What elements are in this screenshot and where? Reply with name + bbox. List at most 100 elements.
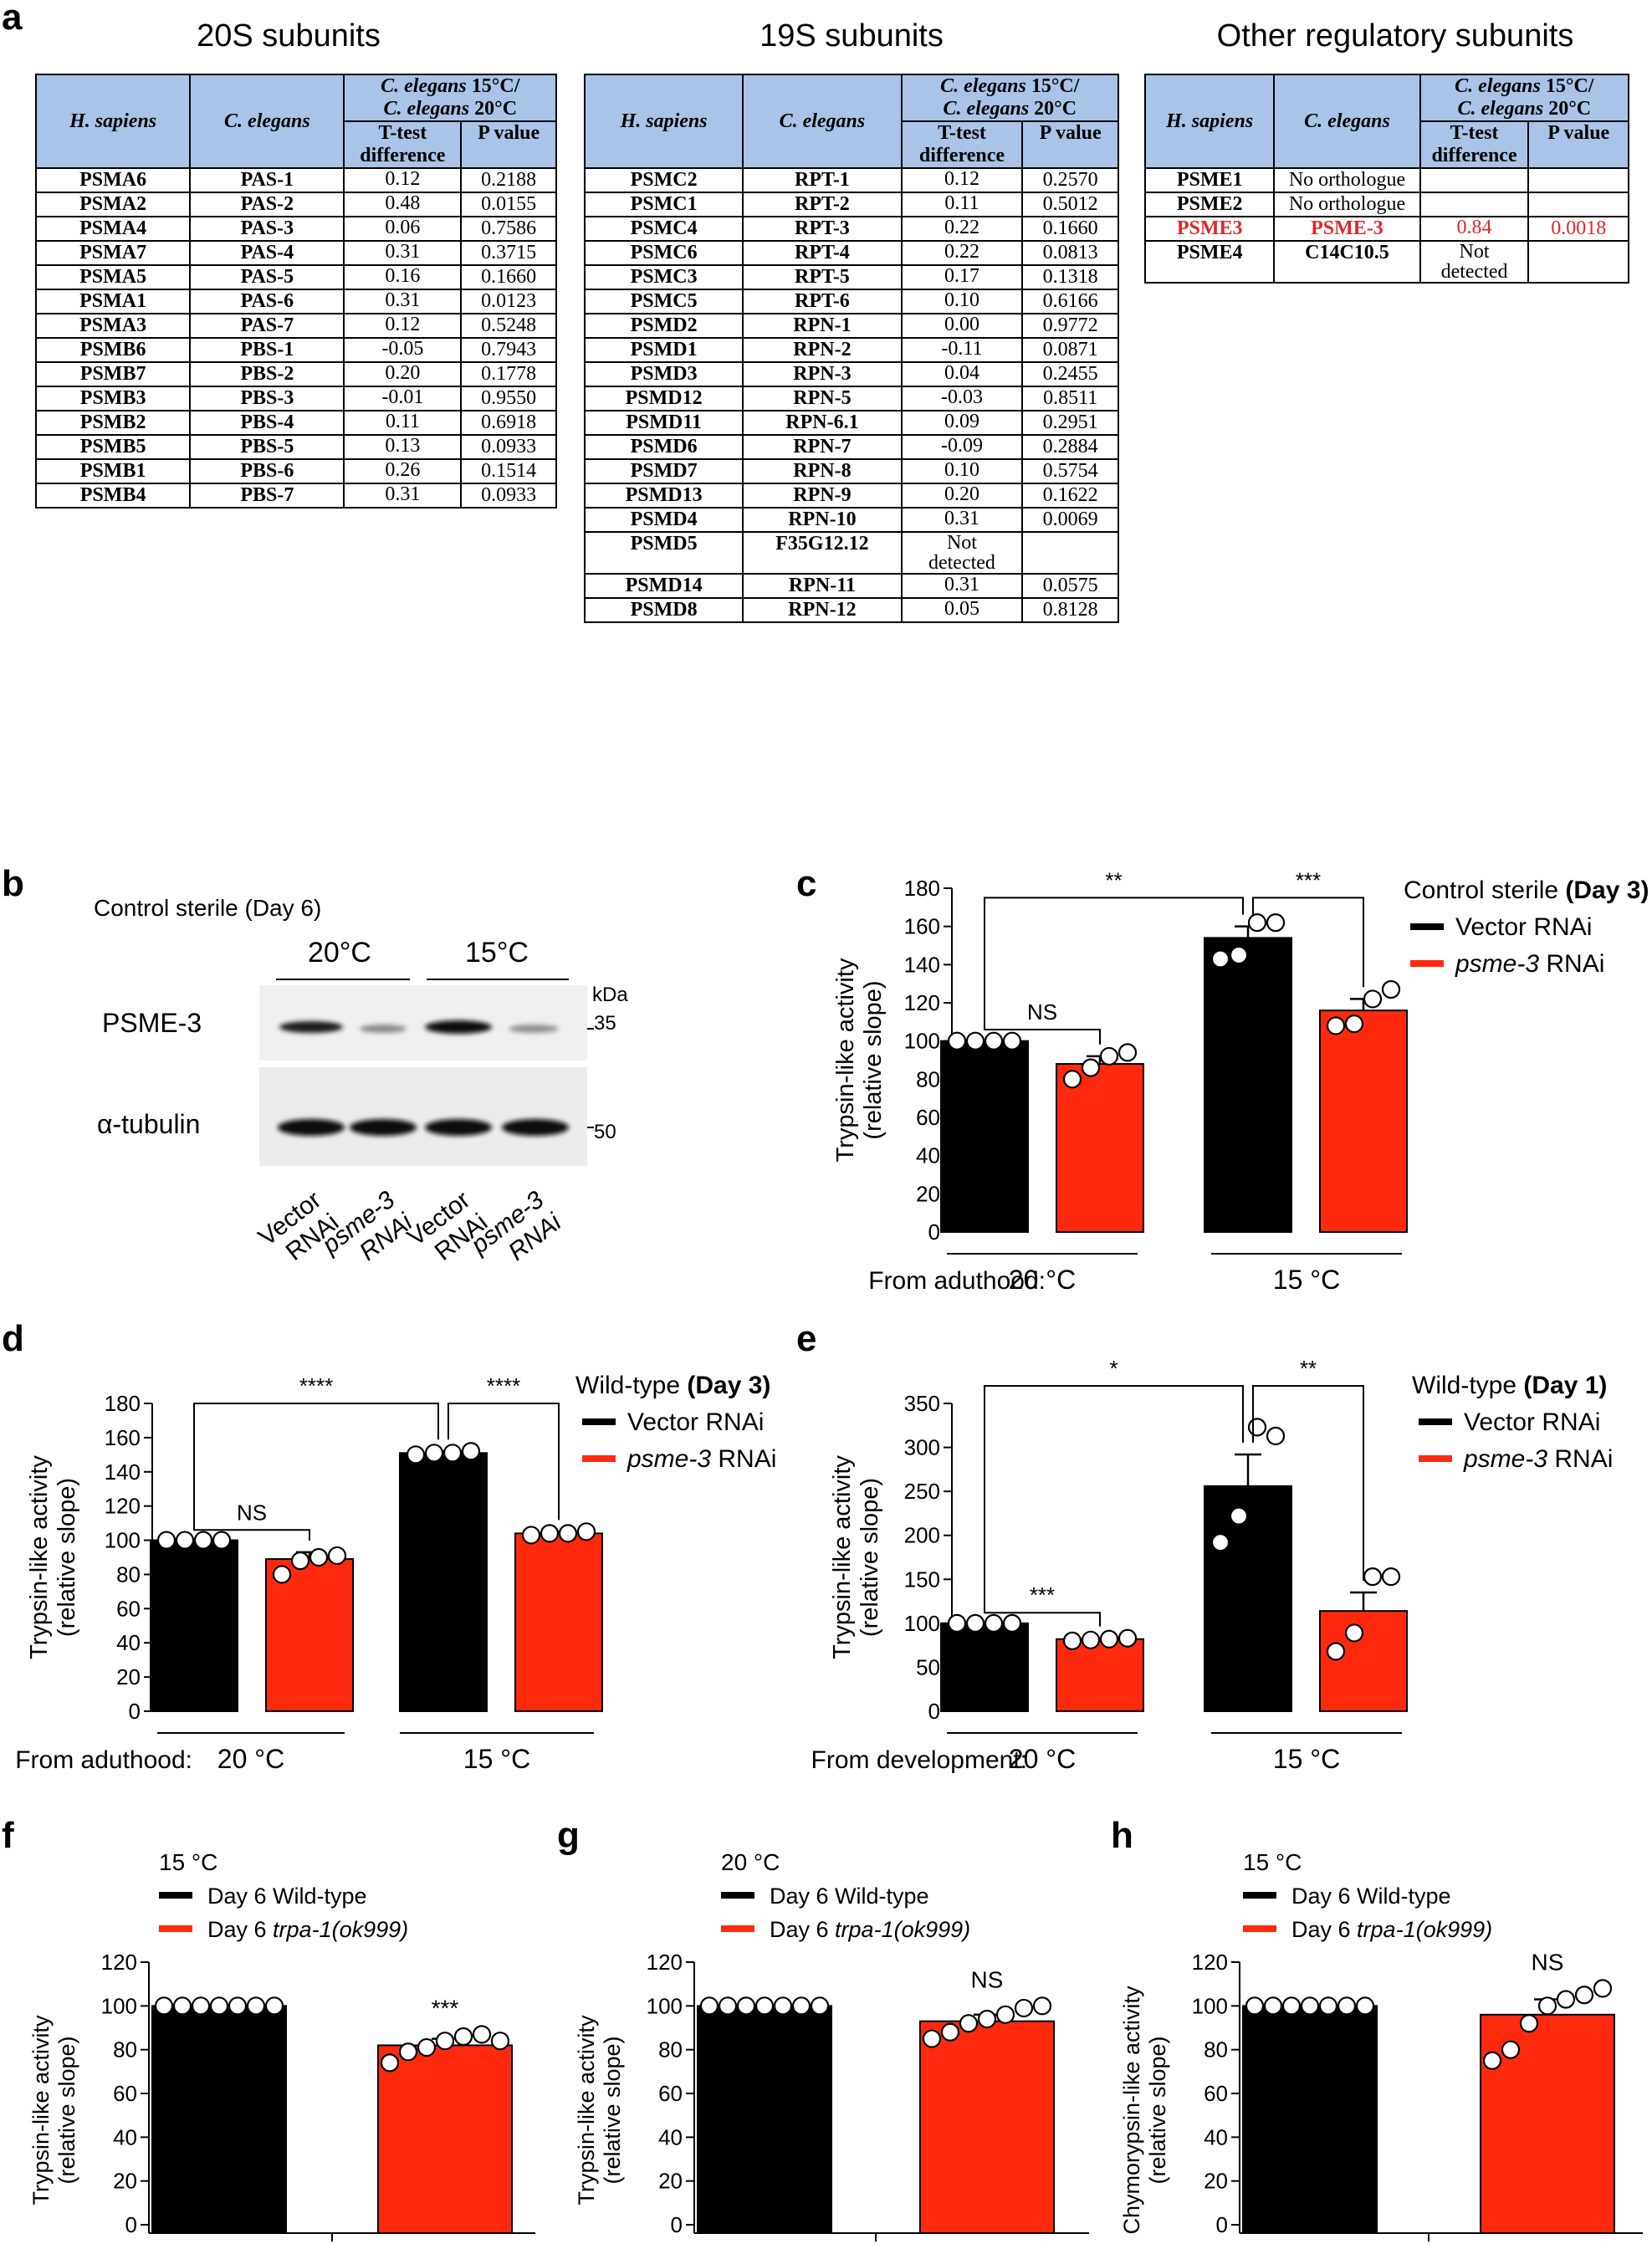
y-tick-label: 60 bbox=[658, 2081, 683, 2106]
cell-ce: PBS-1 bbox=[189, 337, 345, 363]
cell-pvalue: 0.0933 bbox=[460, 434, 557, 460]
y-tick-label: 60 bbox=[116, 1596, 141, 1621]
data-point bbox=[1326, 1642, 1346, 1661]
cell-pvalue: 0.0813 bbox=[1021, 240, 1119, 266]
data-point bbox=[940, 2022, 960, 2042]
cell-ce: RPT-3 bbox=[742, 216, 903, 242]
y-tick-label: 50 bbox=[916, 1654, 940, 1679]
data-point bbox=[1381, 1567, 1401, 1587]
data-point bbox=[1337, 1996, 1357, 2016]
th-hs: H. sapiens bbox=[583, 74, 744, 169]
y-tick-label: 0 bbox=[129, 1699, 141, 1724]
y-tick-label: 0 bbox=[671, 2212, 683, 2237]
cell-ttest: 0.12 bbox=[343, 313, 463, 339]
panel-letter-d: d bbox=[2, 1318, 24, 1359]
th-ce: C. elegans bbox=[1273, 74, 1421, 169]
th-pvalue: P value bbox=[1021, 120, 1119, 169]
cell-ttest: -0.09 bbox=[900, 434, 1024, 460]
cell-ttest: 0.22 bbox=[900, 240, 1024, 266]
chart-title: 15 °C bbox=[1243, 1849, 1302, 1875]
y-tick-label: 20 bbox=[658, 2169, 683, 2194]
cell-ttest: 0.05 bbox=[900, 597, 1024, 623]
data-point bbox=[521, 1526, 541, 1545]
cell-pvalue: 0.0123 bbox=[460, 289, 557, 314]
significance-label: **** bbox=[299, 1373, 333, 1398]
y-tick-label: 140 bbox=[904, 952, 940, 977]
bar bbox=[1242, 2005, 1378, 2234]
th-ttest: T-test difference bbox=[343, 120, 463, 169]
cell-ce: No orthologue bbox=[1273, 167, 1421, 193]
data-point bbox=[461, 1442, 481, 1461]
data-point bbox=[453, 2027, 473, 2047]
cell-ttest: 0.10 bbox=[900, 458, 1024, 484]
cell-ce: RPN-7 bbox=[742, 434, 903, 460]
cell-pvalue bbox=[1527, 192, 1629, 217]
data-point bbox=[947, 1613, 967, 1633]
chart-e: 0 50 100 150 200 250 300 350 Trypsin-like activi… bbox=[811, 1356, 1614, 1774]
significance-label: ** bbox=[1300, 1356, 1317, 1381]
table-row: PSMD8 RPN-12 0.05 0.8128 bbox=[583, 597, 1119, 623]
data-point bbox=[327, 1546, 347, 1566]
panel-letter-g: g bbox=[557, 1815, 580, 1856]
table-row: PSMC2 RPT-1 0.12 0.2570 bbox=[583, 167, 1119, 193]
cell-ce: RPN-11 bbox=[742, 573, 903, 599]
data-point bbox=[1318, 1996, 1338, 2016]
cell-hs: PSMB2 bbox=[34, 410, 192, 436]
table-row: PSMD6 RPN-7 -0.09 0.2884 bbox=[583, 434, 1119, 460]
cell-ce: PAS-7 bbox=[189, 313, 345, 339]
y-tick-label: 80 bbox=[1204, 2037, 1228, 2063]
data-point bbox=[810, 1996, 830, 2016]
cell-hs: PSMD12 bbox=[583, 386, 744, 411]
data-point bbox=[154, 1996, 174, 2016]
cell-pvalue: 0.8511 bbox=[1021, 386, 1119, 411]
cell-ttest: 0.31 bbox=[343, 483, 463, 509]
cell-hs: PSMB3 bbox=[34, 386, 192, 411]
cell-ce: RPN-8 bbox=[742, 458, 903, 484]
data-point bbox=[1344, 1015, 1364, 1034]
y-tick-label: 140 bbox=[105, 1459, 141, 1485]
group-prefix: From aduthood: bbox=[868, 1267, 1046, 1295]
cell-hs: PSMC1 bbox=[583, 192, 744, 217]
cell-hs: PSMD5 bbox=[583, 531, 744, 575]
significance-bracket bbox=[448, 1403, 560, 1521]
cell-pvalue: 0.2884 bbox=[1021, 434, 1119, 460]
y-tick-label: 100 bbox=[904, 1611, 940, 1636]
table-row: PSMA7 PAS-4 0.31 0.3715 bbox=[34, 240, 557, 266]
data-point bbox=[1501, 2040, 1521, 2059]
y-tick-label: 40 bbox=[916, 1143, 940, 1168]
th-pvalue: P value bbox=[1527, 120, 1629, 169]
blot-marker-35: 35 bbox=[594, 1012, 616, 1035]
bar bbox=[514, 1532, 603, 1712]
data-point bbox=[995, 2005, 1015, 2024]
y-tick-label: 100 bbox=[647, 1993, 683, 2018]
cell-pvalue: 0.6918 bbox=[460, 410, 557, 436]
y-axis-label: Trypsin-like activity(relative slope) bbox=[26, 1455, 80, 1659]
cell-pvalue: 0.1318 bbox=[1021, 264, 1119, 290]
significance-label: NS bbox=[971, 1966, 1004, 1992]
data-point bbox=[1363, 989, 1383, 1009]
y-tick-label: 80 bbox=[116, 1562, 141, 1587]
table-row: PSMB6 PBS-1 -0.05 0.7943 bbox=[34, 337, 557, 363]
blot-line-15 bbox=[427, 979, 569, 980]
data-point bbox=[1062, 1070, 1082, 1089]
table-row: PSME4 C14C10.5 Not detected bbox=[1143, 240, 1629, 284]
data-point bbox=[1574, 1986, 1594, 2005]
y-tick-label: 250 bbox=[904, 1479, 940, 1504]
table-row: PSMA2 PAS-2 0.48 0.0155 bbox=[34, 192, 557, 217]
table-20s: H. sapiens C. elegans C. elegans 15°C/C. e… bbox=[34, 74, 557, 509]
cell-hs: PSMA5 bbox=[34, 264, 192, 290]
data-point bbox=[1210, 1533, 1230, 1552]
y-tick-label: 20 bbox=[116, 1664, 141, 1689]
data-point bbox=[773, 1996, 793, 2016]
cell-ttest: 0.00 bbox=[900, 313, 1024, 339]
cell-hs: PSMB6 bbox=[34, 337, 192, 363]
cell-ttest: -0.11 bbox=[900, 337, 1024, 363]
cell-ce: C14C10.5 bbox=[1273, 240, 1421, 284]
significance-bracket bbox=[1252, 897, 1364, 988]
y-tick-label: 80 bbox=[658, 2037, 683, 2063]
table-row: PSMB2 PBS-4 0.11 0.6918 bbox=[34, 410, 557, 436]
chart-c: 0 20 40 60 80 100 120 140 160 180 Trypsin-like act… bbox=[832, 870, 1649, 1295]
data-point bbox=[959, 2014, 979, 2033]
th-ratio: C. elegans 15°C/C. elegans 20°C bbox=[343, 74, 557, 122]
table-row: PSMB4 PBS-7 0.31 0.0933 bbox=[34, 483, 557, 509]
